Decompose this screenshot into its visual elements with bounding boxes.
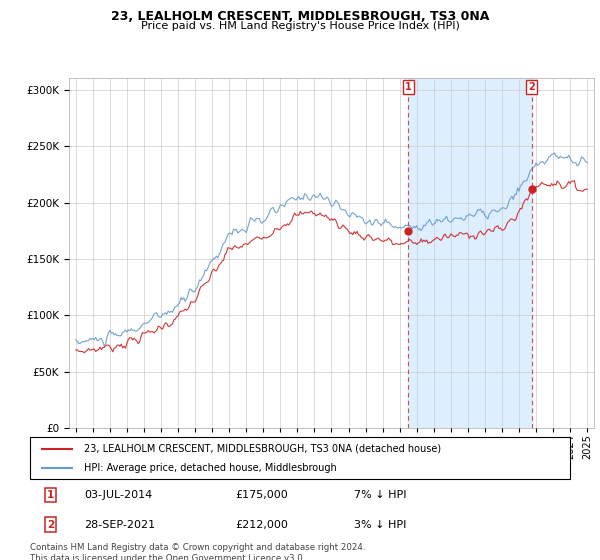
Text: Price paid vs. HM Land Registry's House Price Index (HPI): Price paid vs. HM Land Registry's House … — [140, 21, 460, 31]
Text: £175,000: £175,000 — [235, 490, 288, 500]
Text: HPI: Average price, detached house, Middlesbrough: HPI: Average price, detached house, Midd… — [84, 463, 337, 473]
Bar — [408, 78, 532, 428]
Text: 2: 2 — [529, 82, 535, 92]
Text: 23, LEALHOLM CRESCENT, MIDDLESBROUGH, TS3 0NA (detached house): 23, LEALHOLM CRESCENT, MIDDLESBROUGH, TS… — [84, 444, 441, 454]
Text: 7% ↓ HPI: 7% ↓ HPI — [354, 490, 407, 500]
Text: 1: 1 — [405, 82, 412, 92]
Text: £212,000: £212,000 — [235, 520, 288, 530]
Text: 03-JUL-2014: 03-JUL-2014 — [84, 490, 152, 500]
Text: 28-SEP-2021: 28-SEP-2021 — [84, 520, 155, 530]
Text: Contains HM Land Registry data © Crown copyright and database right 2024.
This d: Contains HM Land Registry data © Crown c… — [30, 543, 365, 560]
Text: 1: 1 — [47, 490, 54, 500]
Text: 2: 2 — [47, 520, 54, 530]
Text: 3% ↓ HPI: 3% ↓ HPI — [354, 520, 406, 530]
Text: 23, LEALHOLM CRESCENT, MIDDLESBROUGH, TS3 0NA: 23, LEALHOLM CRESCENT, MIDDLESBROUGH, TS… — [111, 10, 489, 23]
